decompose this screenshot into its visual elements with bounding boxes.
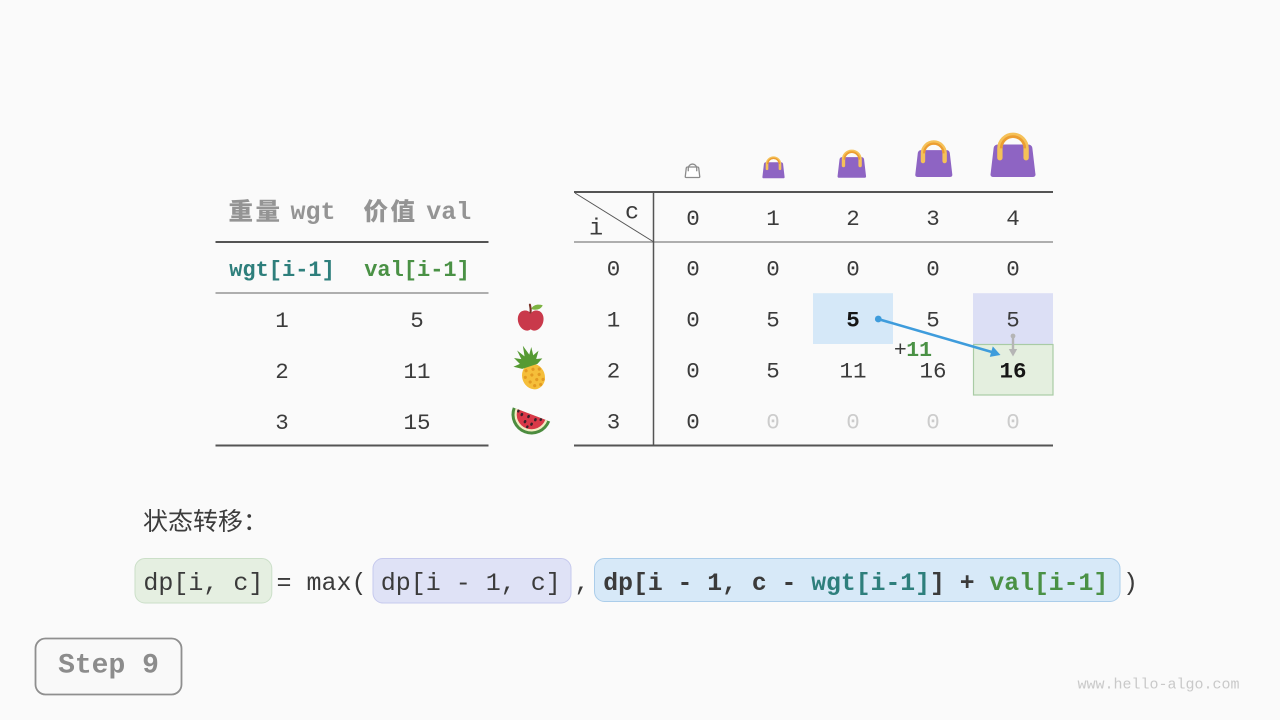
svg-text:1: 1 (275, 308, 289, 334)
svg-text:0: 0 (1006, 257, 1020, 283)
svg-text:+: + (960, 570, 975, 598)
svg-text:,: , (574, 569, 589, 598)
svg-text:wgt[i-1]: wgt[i-1] (229, 258, 335, 283)
svg-text:0: 0 (686, 308, 700, 334)
svg-text:5: 5 (766, 359, 780, 385)
svg-text:2: 2 (607, 359, 621, 385)
svg-text:dp[i - 1, c -: dp[i - 1, c - (603, 570, 796, 598)
svg-text:0: 0 (926, 410, 940, 436)
svg-text:3: 3 (607, 410, 621, 436)
svg-text:0: 0 (686, 410, 700, 436)
svg-text:0: 0 (846, 257, 860, 283)
svg-text:val[i-1]: val[i-1] (364, 258, 470, 283)
svg-text:11: 11 (839, 359, 866, 385)
svg-text:1: 1 (607, 308, 621, 334)
svg-text:11: 11 (906, 339, 932, 363)
svg-text:16: 16 (919, 359, 946, 385)
svg-text:0: 0 (686, 359, 700, 385)
svg-text:0: 0 (686, 206, 700, 232)
svg-text:c: c (625, 200, 639, 227)
svg-text:3: 3 (275, 410, 289, 436)
svg-text:Step 9: Step 9 (58, 651, 159, 682)
svg-text:0: 0 (1006, 410, 1020, 436)
svg-text:+: + (894, 339, 907, 363)
svg-text:15: 15 (403, 410, 430, 436)
svg-text:0: 0 (926, 257, 940, 283)
svg-text:0: 0 (686, 257, 700, 283)
svg-text:www.hello-algo.com: www.hello-algo.com (1077, 677, 1239, 694)
svg-text:dp[i, c]: dp[i, c] (143, 569, 263, 598)
svg-text:16: 16 (999, 359, 1026, 385)
svg-text:0: 0 (846, 410, 860, 436)
svg-text:i: i (589, 216, 603, 243)
svg-text:5: 5 (1006, 308, 1020, 334)
svg-text:0: 0 (607, 257, 621, 283)
svg-text:wgt[i-1]: wgt[i-1] (811, 570, 930, 598)
svg-text:3: 3 (926, 206, 940, 232)
svg-text:dp[i - 1, c]: dp[i - 1, c] (381, 569, 561, 598)
svg-text:val: val (426, 198, 471, 227)
svg-text:2: 2 (275, 359, 289, 385)
svg-text:0: 0 (766, 410, 780, 436)
svg-text:wgt: wgt (290, 198, 335, 227)
svg-text:1: 1 (766, 206, 780, 232)
svg-text:]: ] (930, 570, 945, 598)
svg-text:0: 0 (766, 257, 780, 283)
svg-text:val[i-1]: val[i-1] (989, 570, 1108, 598)
svg-text:4: 4 (1006, 206, 1020, 232)
svg-text:5: 5 (846, 308, 860, 334)
svg-text:): ) (1123, 569, 1138, 598)
svg-text:5: 5 (410, 308, 424, 334)
svg-text:11: 11 (403, 359, 430, 385)
svg-text:2: 2 (846, 206, 860, 232)
svg-text:5: 5 (766, 308, 780, 334)
svg-text:5: 5 (926, 308, 940, 334)
svg-text:= max(: = max( (277, 569, 367, 598)
